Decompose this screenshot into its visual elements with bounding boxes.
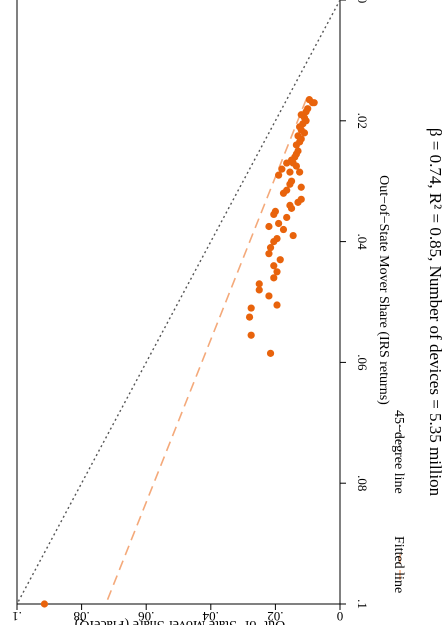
legend: Fitted line 45−degree line [391, 410, 406, 593]
regression-caption: β = 0.74, R² = 0.85, Number of devices =… [426, 128, 445, 497]
data-point [286, 180, 294, 188]
data-point [289, 231, 297, 240]
data-point [300, 129, 309, 137]
y-axis-tick-label: .06 [138, 609, 155, 624]
plot-area: 0 .02 .04 .06 .08 .1 0 .02 .04 .06 .08 .1 Out−of−Sta… [12, 0, 391, 625]
y-axis-tick-label: .1 [12, 609, 22, 624]
data-point [279, 189, 288, 197]
data-point [296, 168, 304, 176]
data-point [273, 268, 281, 276]
data-point [278, 165, 286, 173]
data-point [266, 349, 275, 357]
x-axis-tick-label: .08 [355, 475, 370, 491]
fitted-line [105, 99, 307, 605]
data-point [270, 274, 278, 282]
x-axis-tick-label: 0 [355, 0, 370, 3]
data-point [265, 222, 273, 231]
x-axis-title: Out−of−State Mover Share (IRS returns) [376, 175, 391, 405]
data-point [265, 250, 273, 258]
x-axis-tick-label: .04 [355, 233, 370, 250]
data-point [292, 162, 300, 170]
reference-45-degree-line [16, 0, 341, 605]
legend-45-degree-line-label: 45−degree line [391, 410, 406, 494]
data-point [294, 198, 302, 206]
data-point [276, 256, 284, 264]
data-point [275, 219, 283, 228]
data-point [245, 313, 254, 321]
legend-fitted-line-label: Fitted line [391, 536, 406, 593]
data-point [283, 213, 291, 222]
x-axis-tick-label: .02 [355, 113, 370, 129]
data-point [310, 99, 318, 107]
data-point [273, 301, 281, 309]
data-point [247, 304, 255, 312]
data-point [270, 238, 278, 246]
y-axis-tick-label: .08 [73, 609, 89, 624]
data-point [40, 600, 49, 608]
data-point [287, 204, 296, 212]
x-axis-tick-label: .06 [355, 354, 370, 371]
data-point [279, 225, 288, 234]
y-axis-title: Out−of−State Mover Share (PlaceIQ) [74, 617, 285, 625]
y-axis-tick-label: .02 [267, 609, 283, 624]
y-axis-tick-label: 0 [337, 609, 344, 624]
data-point [265, 292, 273, 300]
data-point [270, 210, 278, 219]
data-point [255, 280, 263, 288]
data-point [286, 168, 294, 176]
data-point [247, 331, 255, 339]
data-point [292, 141, 300, 149]
plot-frame [16, 0, 341, 605]
x-axis-tick-label: .1 [355, 599, 370, 609]
y-axis-tick-label: .04 [202, 609, 219, 624]
data-point [266, 244, 275, 252]
data-point [270, 262, 278, 270]
data-point [283, 159, 291, 167]
data-point [275, 171, 283, 179]
data-point [255, 286, 263, 294]
data-point [297, 183, 305, 191]
